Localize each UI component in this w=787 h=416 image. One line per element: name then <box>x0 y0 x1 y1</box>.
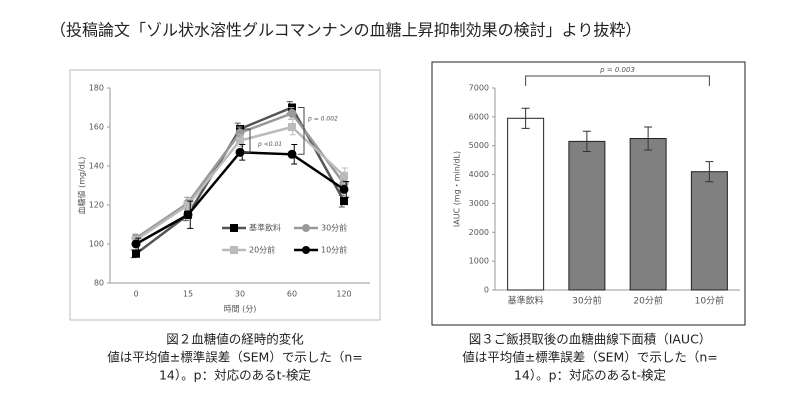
y-tick-label: 80 <box>94 279 104 288</box>
bracket <box>244 128 251 153</box>
marker <box>287 149 297 159</box>
caption: 14）。p：対応のあるt-検定 <box>159 368 311 383</box>
annotation: p = 0.002 <box>307 116 338 123</box>
bar <box>690 171 728 291</box>
marker <box>235 128 245 138</box>
y-tick-label: 1000 <box>469 257 489 266</box>
x-tick-label: 30分前 <box>572 295 601 307</box>
bracket <box>298 107 305 155</box>
marker <box>132 249 140 258</box>
marker <box>340 197 348 206</box>
marker <box>288 123 296 131</box>
y-tick-label: 7000 <box>469 84 489 93</box>
caption: 14）。p：対応のあるt-検定 <box>514 368 666 383</box>
legend-marker <box>302 246 310 254</box>
bracket <box>525 75 710 86</box>
bar <box>507 117 545 291</box>
legend-marker <box>230 224 238 232</box>
chart-frame <box>69 69 381 321</box>
y-tick-label: 4000 <box>469 170 489 179</box>
y-tick-label: 6000 <box>469 112 489 121</box>
marker <box>131 239 141 249</box>
caption: 図２血糖値の経時的変化 <box>166 332 304 347</box>
marker <box>236 136 244 145</box>
error-bar <box>705 161 714 183</box>
error-bar <box>521 107 530 129</box>
caption: 値は平均値±標準誤差（SEM）で示した（n= <box>462 350 718 365</box>
x-tick-label: 120 <box>336 290 351 299</box>
x-tick-label: 30 <box>235 290 245 299</box>
legend-marker <box>230 246 238 254</box>
x-tick-label: 15 <box>183 290 193 299</box>
x-tick-label: 60 <box>287 290 297 299</box>
legend-label: 20分前 <box>249 245 275 255</box>
error-bar <box>582 130 591 152</box>
caption: 図３ご飯摂取後の血糖曲線下面積（IAUC） <box>469 332 712 347</box>
annotation: p = 0.003 <box>599 66 635 74</box>
x-tick-label: 20分前 <box>633 295 662 307</box>
y-tick-label: 100 <box>89 240 104 249</box>
legend-label: 10分前 <box>321 245 347 255</box>
annotation: p <0.01 <box>257 141 282 148</box>
y-tick-label: 5000 <box>469 141 489 150</box>
marker <box>287 108 297 118</box>
y-tick-label: 180 <box>89 84 104 93</box>
legend-label: 30分前 <box>321 223 347 233</box>
marker <box>339 184 349 194</box>
y-tick-label: 160 <box>89 123 104 132</box>
error-bar <box>644 126 653 151</box>
x-tick-label: 基準飲料 <box>508 295 544 307</box>
y-axis-title: IAUC (mg・min/dL) <box>453 151 462 227</box>
marker <box>183 210 193 220</box>
chart-frame <box>431 61 746 326</box>
bar <box>568 140 606 291</box>
caption: 値は平均値±標準誤差（SEM）で示した（n= <box>107 350 363 365</box>
legend-marker <box>302 224 310 232</box>
bar <box>629 138 667 291</box>
marker <box>235 147 245 157</box>
marker <box>184 201 192 209</box>
header: （投稿論文「ゾル状水溶性グルコマンナンの血糖上昇抑制効果の検討」より抜粋） <box>50 21 641 40</box>
y-tick-label: 120 <box>89 201 104 210</box>
x-axis-title: 時間 (分) <box>224 305 257 314</box>
x-tick-label: 10分前 <box>695 295 724 307</box>
y-tick-label: 2000 <box>469 228 489 237</box>
x-tick-label: 0 <box>133 290 138 299</box>
legend-label: 基準飲料 <box>249 223 281 233</box>
y-tick-label: 0 <box>484 286 489 295</box>
y-axis-title: 血糖値 (mg/dL) <box>77 157 87 215</box>
marker <box>340 171 348 180</box>
y-tick-label: 140 <box>89 162 104 171</box>
y-tick-label: 3000 <box>469 199 489 208</box>
